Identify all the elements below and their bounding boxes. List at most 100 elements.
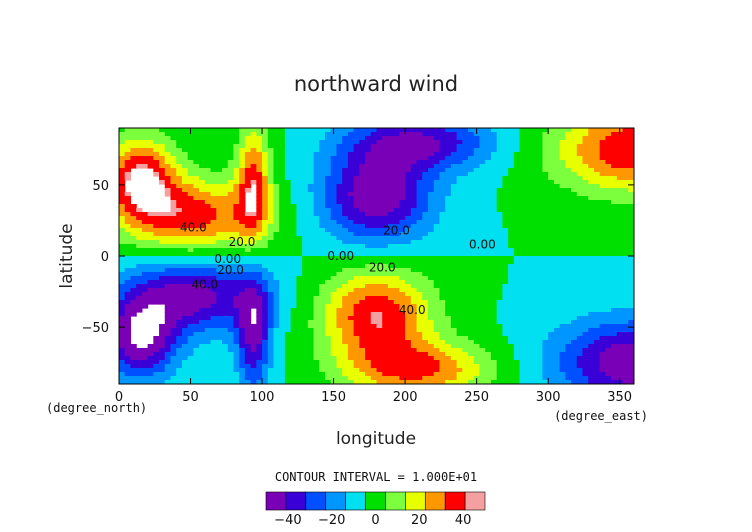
field-cell bbox=[359, 308, 366, 313]
field-cell bbox=[365, 220, 372, 225]
field-cell bbox=[593, 292, 601, 297]
field-cell bbox=[519, 228, 526, 233]
field-cell bbox=[267, 320, 275, 325]
field-cell bbox=[468, 136, 475, 141]
field-cell bbox=[353, 144, 360, 149]
field-cell bbox=[433, 128, 441, 133]
field-cell bbox=[302, 292, 309, 297]
field-cell bbox=[468, 260, 475, 265]
field-cell bbox=[393, 320, 400, 325]
field-cell bbox=[227, 320, 235, 325]
field-cell bbox=[559, 304, 566, 309]
field-cell bbox=[119, 236, 126, 241]
field-cell bbox=[508, 288, 515, 293]
field-cell bbox=[496, 268, 503, 273]
field-cell bbox=[571, 212, 578, 217]
field-cell bbox=[387, 228, 395, 233]
field-cell bbox=[490, 224, 498, 229]
field-cell bbox=[410, 128, 418, 133]
field-cell bbox=[588, 240, 595, 245]
field-cell bbox=[141, 264, 149, 269]
field-cell bbox=[605, 320, 612, 325]
field-cell bbox=[456, 168, 463, 173]
field-cell bbox=[531, 240, 538, 245]
field-cell bbox=[588, 144, 595, 149]
field-cell bbox=[181, 152, 189, 157]
field-cell bbox=[588, 304, 595, 309]
field-cell bbox=[330, 192, 338, 197]
field-cell bbox=[199, 204, 206, 209]
field-cell bbox=[473, 132, 481, 137]
field-cell bbox=[267, 204, 275, 209]
field-cell bbox=[153, 280, 160, 285]
field-cell bbox=[576, 248, 584, 253]
field-cell bbox=[428, 308, 435, 313]
field-cell bbox=[439, 140, 446, 145]
field-cell bbox=[365, 232, 372, 237]
field-cell bbox=[284, 224, 292, 229]
field-cell bbox=[490, 304, 498, 309]
field-cell bbox=[422, 344, 429, 349]
field-cell bbox=[136, 156, 143, 161]
field-cell bbox=[422, 144, 429, 149]
field-cell bbox=[548, 188, 555, 193]
field-cell bbox=[250, 324, 257, 329]
field-cell bbox=[571, 312, 578, 317]
field-cell bbox=[588, 128, 595, 133]
field-cell bbox=[284, 316, 292, 321]
field-cell bbox=[473, 208, 481, 213]
field-cell bbox=[353, 316, 360, 321]
field-cell bbox=[176, 136, 183, 141]
field-cell bbox=[622, 336, 629, 341]
field-cell bbox=[588, 308, 595, 313]
field-cell bbox=[433, 212, 441, 217]
field-cell bbox=[405, 204, 412, 209]
field-cell bbox=[416, 300, 423, 305]
field-cell bbox=[382, 184, 389, 189]
field-cell bbox=[462, 188, 469, 193]
field-cell bbox=[307, 260, 315, 265]
field-cell bbox=[353, 228, 360, 233]
field-cell bbox=[536, 344, 544, 349]
field-cell bbox=[439, 128, 446, 133]
field-cell bbox=[204, 180, 212, 185]
field-cell bbox=[279, 248, 286, 253]
field-cell bbox=[130, 240, 137, 245]
field-cell bbox=[267, 316, 275, 321]
field-cell bbox=[307, 180, 315, 185]
field-cell bbox=[119, 220, 126, 225]
field-cell bbox=[267, 212, 275, 217]
field-cell bbox=[256, 336, 263, 341]
field-cell bbox=[199, 288, 206, 293]
field-cell bbox=[330, 148, 338, 153]
field-cell bbox=[416, 240, 423, 245]
field-cell bbox=[553, 228, 561, 233]
field-cell bbox=[502, 180, 509, 185]
field-cell bbox=[433, 328, 441, 333]
field-cell bbox=[473, 276, 481, 281]
field-cell bbox=[147, 220, 154, 225]
field-cell bbox=[313, 332, 320, 337]
field-cell bbox=[422, 336, 429, 341]
field-cell bbox=[216, 152, 223, 157]
field-cell bbox=[204, 216, 212, 221]
field-cell bbox=[342, 304, 349, 309]
field-cell bbox=[250, 236, 257, 241]
field-cell bbox=[233, 328, 240, 333]
field-cell bbox=[393, 348, 400, 353]
field-cell bbox=[422, 168, 429, 173]
field-cell bbox=[565, 152, 572, 157]
field-cell bbox=[571, 208, 578, 213]
field-cell bbox=[359, 208, 366, 213]
field-cell bbox=[393, 304, 400, 309]
field-cell bbox=[565, 316, 572, 321]
field-cell bbox=[342, 172, 349, 177]
field-cell bbox=[531, 140, 538, 145]
field-cell bbox=[616, 256, 624, 261]
field-cell bbox=[525, 232, 532, 237]
field-cell bbox=[216, 256, 223, 261]
field-cell bbox=[359, 136, 366, 141]
field-cell bbox=[193, 176, 200, 181]
field-cell bbox=[410, 180, 418, 185]
field-cell bbox=[336, 180, 343, 185]
